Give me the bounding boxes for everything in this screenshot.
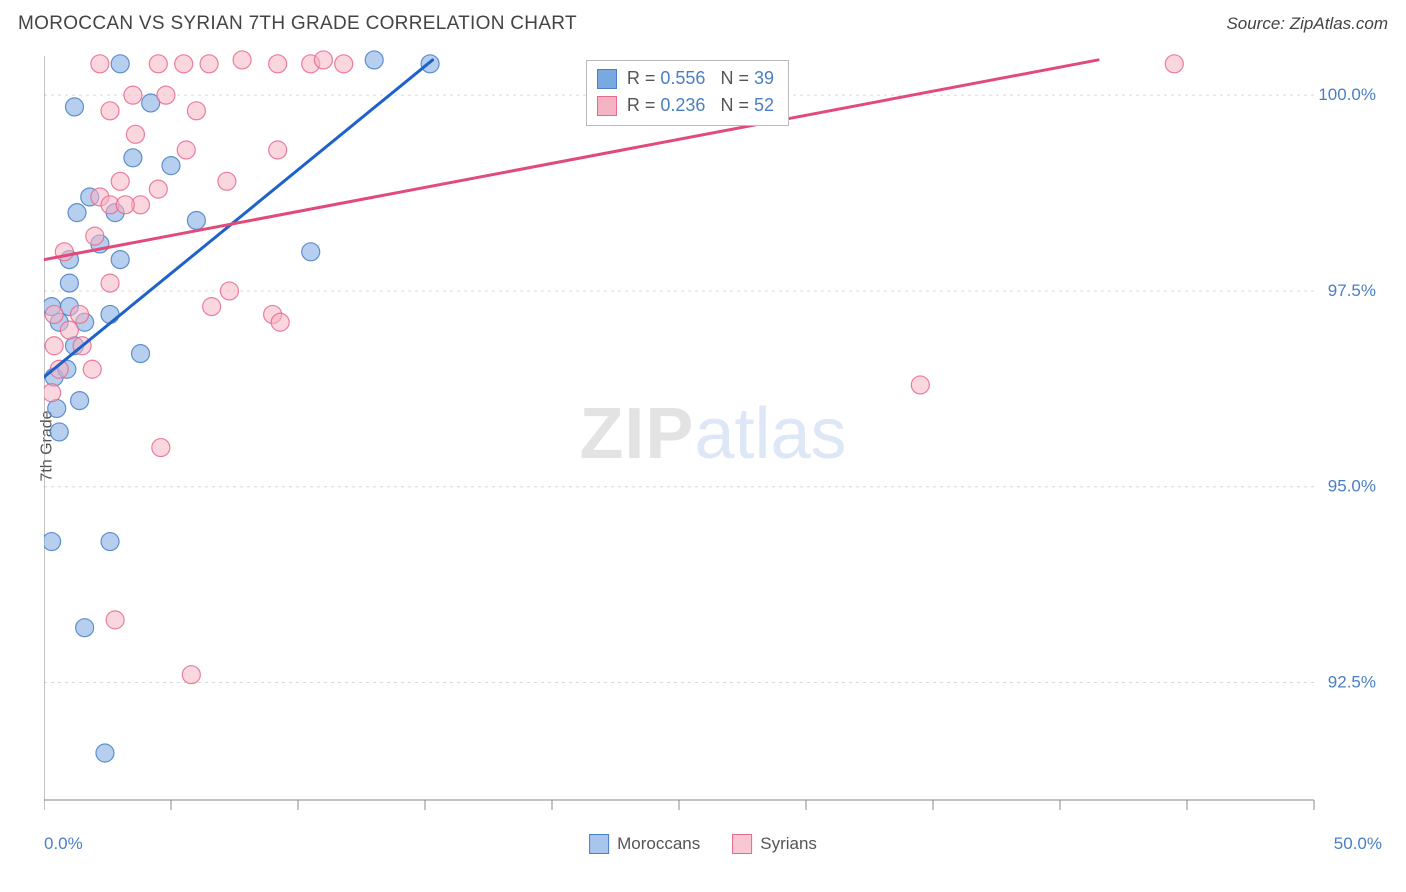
svg-text:95.0%: 95.0%: [1328, 477, 1376, 496]
stats-row: R = 0.236 N = 52: [597, 92, 774, 119]
bottom-legend: Moroccans Syrians: [589, 834, 817, 854]
legend-item: Moroccans: [589, 834, 700, 854]
legend-swatch: [589, 834, 609, 854]
stats-text: R = 0.556 N = 39: [627, 65, 774, 92]
legend-label: Syrians: [760, 834, 817, 854]
legend-swatch: [732, 834, 752, 854]
correlation-stats-box: R = 0.556 N = 39R = 0.236 N = 52: [586, 60, 789, 126]
stats-row: R = 0.556 N = 39: [597, 65, 774, 92]
legend-item: Syrians: [732, 834, 817, 854]
legend-label: Moroccans: [617, 834, 700, 854]
svg-text:92.5%: 92.5%: [1328, 673, 1376, 692]
chart-header: MOROCCAN VS SYRIAN 7TH GRADE CORRELATION…: [0, 0, 1406, 48]
chart-title: MOROCCAN VS SYRIAN 7TH GRADE CORRELATION…: [18, 13, 577, 35]
svg-text:97.5%: 97.5%: [1328, 281, 1376, 300]
scatter-plot: 92.5% 95.0% 97.5% 100.0%: [44, 48, 1382, 820]
x-axis-max-label: 50.0%: [1334, 834, 1382, 854]
stats-text: R = 0.236 N = 52: [627, 92, 774, 119]
stats-swatch: [597, 69, 617, 89]
chart-source: Source: ZipAtlas.com: [1226, 14, 1388, 34]
svg-text:100.0%: 100.0%: [1318, 85, 1376, 104]
x-axis-min-label: 0.0%: [44, 834, 83, 854]
plot-container: 92.5%95.0%97.5%100.0% ZIPatlas R = 0.556…: [44, 48, 1382, 820]
stats-swatch: [597, 96, 617, 116]
